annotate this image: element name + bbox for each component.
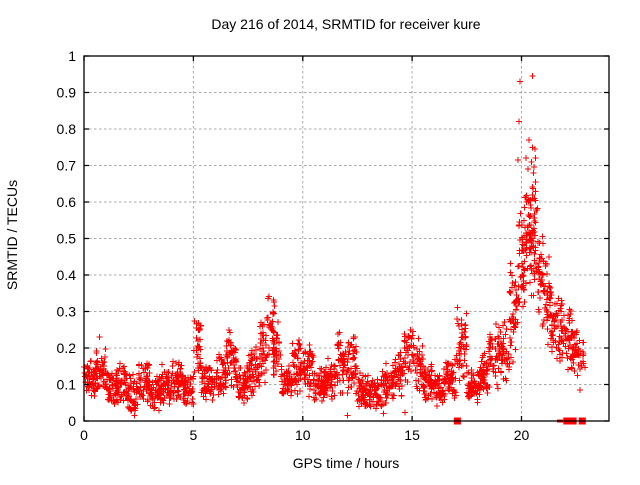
x-tick-label: 15 — [404, 427, 420, 443]
y-tick-label: 0.3 — [57, 304, 77, 320]
y-tick-label: 0.4 — [57, 267, 77, 283]
x-tick-label: 0 — [80, 427, 88, 443]
y-tick-label: 0.9 — [57, 85, 77, 101]
gridlines — [84, 56, 609, 421]
x-tick-label: 20 — [514, 427, 530, 443]
chart-title: Day 216 of 2014, SRMTID for receiver kur… — [211, 16, 480, 32]
y-tick-label: 0 — [68, 413, 76, 429]
tick-marks-path — [83, 55, 609, 422]
y-tick-label: 0.7 — [57, 158, 77, 174]
x-axis-label: GPS time / hours — [293, 455, 400, 471]
y-tick-label: 0.1 — [57, 377, 77, 393]
x-tick-label: 5 — [190, 427, 198, 443]
grid-path — [84, 56, 609, 421]
y-tick-label: 1 — [68, 48, 76, 64]
y-tick-label: 0.8 — [57, 121, 77, 137]
y-axis-label: SRMTID / TECUs — [4, 180, 20, 290]
axis-ticks — [83, 55, 609, 422]
y-tick-label: 0.2 — [57, 340, 77, 356]
tick-labels: 0 5 10 15 20 0 0.1 0.2 0.3 0.4 0.5 0.6 0.7 0.8 0.9 1 — [57, 48, 530, 443]
x-tick-label: 10 — [295, 427, 311, 443]
y-tick-label: 0.6 — [57, 194, 77, 210]
scatter-plus-markers — [81, 73, 588, 419]
y-tick-label: 0.5 — [57, 231, 77, 247]
